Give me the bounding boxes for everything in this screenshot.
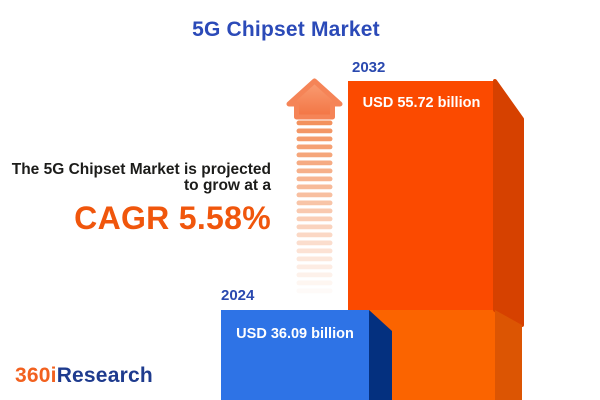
arrow-stripe bbox=[296, 200, 333, 206]
description-line-1: The 5G Chipset Market is projected bbox=[11, 161, 271, 178]
cagr-value: CAGR 5.58% bbox=[74, 200, 271, 236]
arrow-stripe bbox=[296, 224, 333, 230]
bar-2024-side bbox=[369, 310, 392, 400]
bar-2024-value-label: USD 36.09 billion bbox=[236, 326, 354, 342]
arrow-stripe bbox=[296, 128, 333, 134]
bar-2032-side-lower bbox=[495, 310, 522, 400]
page-title: 5G Chipset Market bbox=[192, 18, 380, 41]
growth-arrow-icon bbox=[286, 78, 343, 294]
description-line-2: to grow at a bbox=[184, 177, 271, 194]
arrow-stripe bbox=[296, 184, 333, 190]
arrow-stripes bbox=[296, 120, 333, 294]
bar-2032-front-upper bbox=[348, 81, 495, 310]
arrow-stripe bbox=[296, 280, 333, 286]
arrow-stripe bbox=[296, 272, 333, 278]
arrow-stripe bbox=[296, 192, 333, 198]
bar-2024-front bbox=[221, 310, 369, 400]
arrow-stripe bbox=[296, 264, 333, 270]
bar-2032-value-label: USD 55.72 billion bbox=[362, 95, 481, 111]
brand-logo: 360iResearch bbox=[15, 364, 153, 388]
arrow-stripe bbox=[296, 232, 333, 238]
arrow-stripe bbox=[296, 176, 333, 182]
arrow-stripe bbox=[296, 240, 333, 246]
arrow-stripe bbox=[296, 160, 333, 166]
year-label-2024: 2024 bbox=[221, 287, 255, 304]
year-label-2032: 2032 bbox=[352, 59, 386, 76]
bar-2024 bbox=[221, 310, 392, 400]
arrow-stripe bbox=[296, 288, 333, 294]
arrow-head bbox=[286, 78, 343, 120]
arrow-stripe bbox=[296, 256, 333, 262]
arrow-stripe bbox=[296, 136, 333, 142]
arrow-stripe bbox=[296, 208, 333, 214]
arrow-stripe bbox=[296, 152, 333, 158]
arrow-stripe bbox=[296, 248, 333, 254]
arrow-stripe bbox=[296, 120, 333, 126]
bar-2032-side-upper bbox=[493, 79, 524, 327]
logo-part-research: Research bbox=[56, 364, 153, 387]
logo-part-360i: 360i bbox=[15, 364, 57, 387]
description-block: The 5G Chipset Market is projected to gr… bbox=[0, 161, 271, 236]
arrow-stripe bbox=[296, 168, 333, 174]
arrow-stripe bbox=[296, 144, 333, 150]
arrow-stripe bbox=[296, 216, 333, 222]
